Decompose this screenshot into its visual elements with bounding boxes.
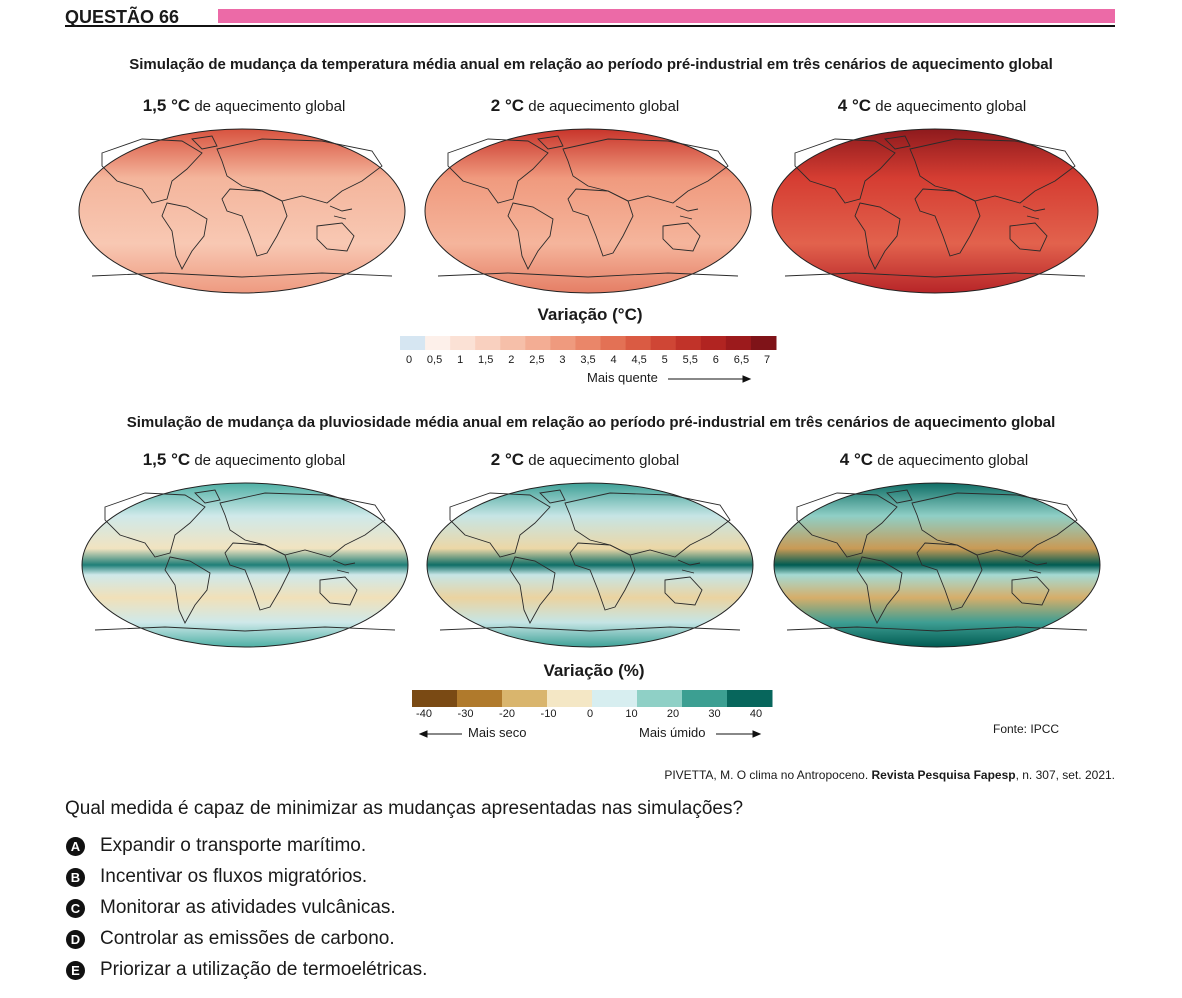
question-number: QUESTÃO 66 [65, 7, 180, 27]
citation-text: PIVETTA, M. O clima no Antropoceno. [664, 768, 872, 782]
source: Fonte: IPCC [993, 722, 1060, 736]
option-text: Controlar as emissões de carbono. [100, 928, 395, 949]
panel-level: 1,5 °C [142, 96, 191, 115]
colorbar-tick-label: 30 [708, 708, 721, 720]
option-text: Monitorar as atividades vulcânicas. [100, 897, 396, 918]
colorbar-tick-label: 0 [586, 708, 594, 720]
colorbar-tick-label: 2 [508, 354, 515, 366]
colorbar-tick-label: 6,5 [733, 354, 750, 366]
colorbar-segment [592, 690, 638, 707]
legend-title: Variação (°C) [537, 305, 643, 324]
colorbar-tick-label: 6 [712, 354, 719, 366]
panel-suffix: de aquecimento global [528, 452, 680, 469]
panel-level: 2 °C [490, 450, 525, 469]
colorbar-tick-label: -40 [416, 708, 432, 720]
colorbar-segment [400, 336, 426, 350]
option-letter: D [66, 930, 85, 949]
colorbar-segment [502, 690, 548, 707]
figure-title: Simulação de mudança da temperatura médi… [129, 56, 1053, 73]
colorbar-tick-label: 0 [405, 354, 413, 366]
citation: PIVETTA, M. O clima no Antropoceno. Revi… [664, 768, 1115, 782]
panel-title: 1,5 °C de aquecimento global [143, 96, 346, 116]
journal: Revista Pesquisa Fapesp [871, 768, 1016, 782]
panel-suffix: de aquecimento global [194, 98, 346, 115]
colorbar-segment [637, 690, 683, 707]
colorbar-segment [457, 690, 503, 707]
option-letter: E [66, 961, 85, 980]
temperature-colorbar [400, 336, 777, 350]
legend-note: Mais quente [587, 370, 658, 385]
colorbar-segment [625, 336, 652, 350]
colorbar-segment [600, 336, 627, 350]
option-text: Expandir o transporte marítimo. [100, 835, 367, 856]
colorbar-tick-label: 5 [661, 354, 668, 366]
colorbar-segment [700, 336, 727, 350]
colorbar-tick-label: 2,5 [529, 354, 545, 366]
panel-title: 1,5 °C de aquecimento global [143, 450, 346, 470]
option-letter: A [66, 837, 85, 856]
question: Qual medida é capaz de minimizar as muda… [65, 798, 744, 819]
colorbar-tick-label: 4 [610, 354, 617, 366]
colorbar-tick-label: 7 [763, 354, 771, 366]
panel-suffix: de aquecimento global [875, 98, 1027, 115]
colorbar-segment [675, 336, 702, 350]
panel-title: 2 °C de aquecimento global [491, 450, 679, 470]
panel-title: 4 °C de aquecimento global [840, 450, 1028, 470]
legend-note: Mais úmido [639, 725, 706, 740]
colorbar-tick-label: 1 [457, 354, 464, 366]
legend-note: Mais seco [468, 725, 527, 740]
colorbar-segment [575, 336, 602, 350]
colorbar-segment [750, 336, 777, 350]
option-text: Priorizar a utilização de termoelétricas… [100, 959, 428, 980]
figure-title: Simulação de mudança da pluviosidade méd… [126, 414, 1056, 431]
colorbar-segment [425, 336, 451, 350]
colorbar-segment [550, 336, 576, 350]
panel-title: 4 °C de aquecimento global [838, 96, 1026, 116]
header-bar [218, 9, 1115, 23]
colorbar-tick-label: 4,5 [631, 354, 647, 366]
colorbar-segment [412, 690, 458, 707]
legend-arrows [418, 375, 762, 738]
colorbar-tick-label: 1,5 [478, 354, 494, 366]
panel-level: 2 °C [490, 96, 525, 115]
colorbar-tick-label: 5,5 [682, 354, 698, 366]
colorbar-segment [682, 690, 728, 707]
colorbar-tick-label: -10 [540, 708, 557, 720]
option-letter: C [66, 899, 85, 918]
colorbar-segment [475, 336, 501, 350]
citation-text: , n. 307, set. 2021. [1015, 768, 1115, 782]
panel-level: 4 °C [839, 450, 874, 469]
colorbar-segment [525, 336, 551, 350]
panel-suffix: de aquecimento global [194, 452, 346, 469]
rain-colorbar [412, 690, 773, 707]
colorbar-tick-label: -20 [499, 708, 515, 720]
colorbar-segment [450, 336, 476, 350]
panel-suffix: de aquecimento global [528, 98, 680, 115]
rain-maps [81, 482, 1101, 648]
temperature-maps [78, 128, 1099, 294]
colorbar-tick-label: 40 [749, 708, 763, 720]
colorbar-segment [547, 690, 593, 707]
colorbar-segment [500, 336, 526, 350]
colorbar-tick-label: 20 [666, 708, 680, 720]
panel-level: 4 °C [837, 96, 872, 115]
colorbar-tick-label: 10 [625, 708, 638, 720]
colorbar-tick-label: -30 [457, 708, 474, 720]
legend-title: Variação (%) [543, 661, 645, 680]
panel-level: 1,5 °C [142, 450, 191, 469]
colorbar-segment [725, 336, 752, 350]
colorbar-tick-label: 3,5 [580, 354, 596, 366]
option-letter: B [66, 868, 85, 887]
colorbar-tick-label: 3 [559, 354, 566, 366]
colorbar-segment [650, 336, 677, 350]
panel-suffix: de aquecimento global [877, 452, 1029, 469]
colorbar-tick-label: 0,5 [426, 354, 443, 366]
colorbar-segment [727, 690, 773, 707]
panel-title: 2 °C de aquecimento global [491, 96, 679, 116]
option-text: Incentivar os fluxos migratórios. [100, 866, 368, 887]
